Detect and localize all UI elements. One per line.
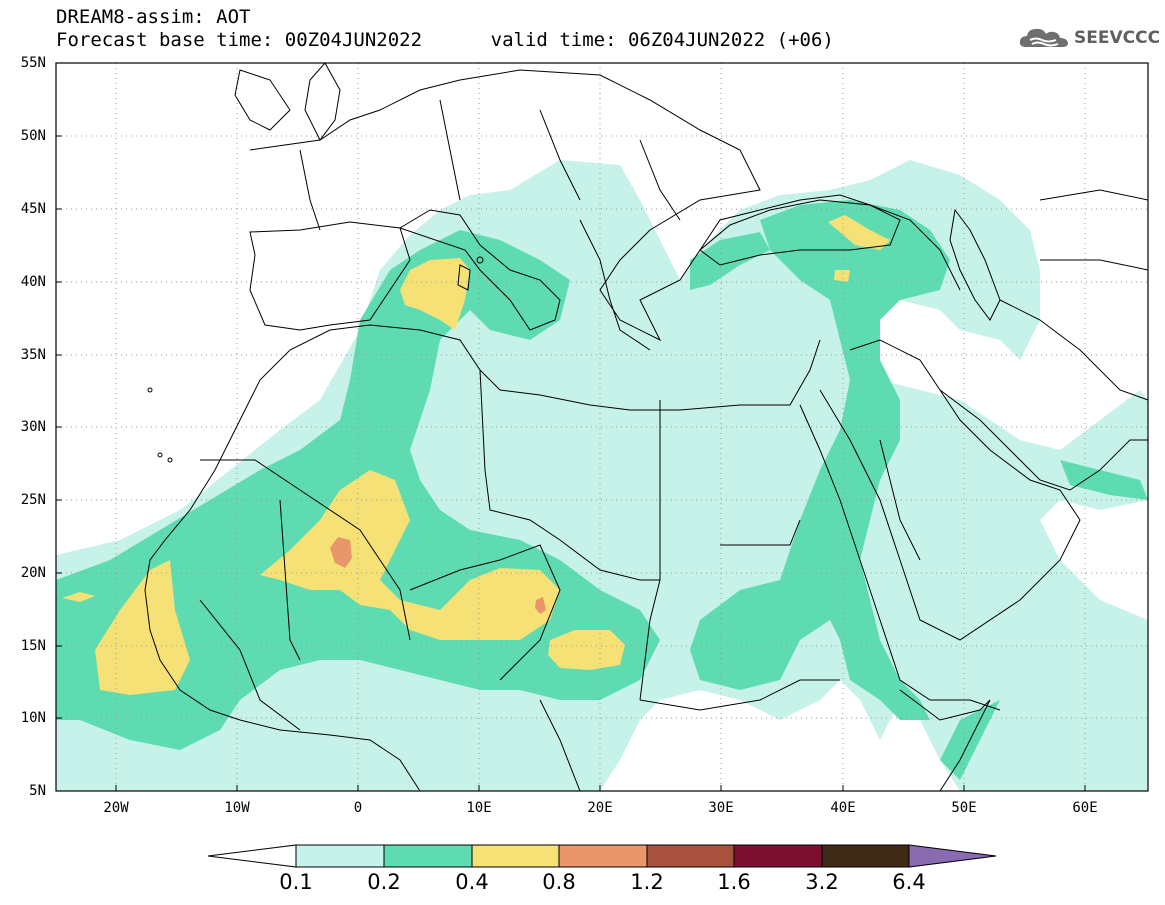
map-title: DREAM8-assim: AOT [56,6,251,28]
lat-label: 20N [20,565,46,581]
lon-label: 40E [830,800,856,816]
lat-label: 5N [29,783,46,799]
colorbar-label: 0.4 [455,870,489,894]
lon-label: 50E [951,800,977,816]
colorbar-label: 0.2 [367,870,401,894]
lat-label: 10N [20,710,46,726]
colorbar-under [207,844,297,868]
lat-label: 40N [20,274,46,290]
colorbar-label: 1.2 [630,870,664,894]
lon-label: 20W [103,800,129,816]
colorbar-over [908,844,997,868]
lon-label: 10E [466,800,492,816]
lon-label: 10W [224,800,250,816]
lat-label: 35N [20,347,46,363]
lat-label: 25N [20,492,46,508]
colorbar-label: 0.8 [542,870,576,894]
coastlines-borders [144,63,1148,791]
logo-text: SEEVCCC [1074,28,1161,48]
graticule [56,63,1148,791]
lat-label: 15N [20,638,46,654]
colorbar-bin-6 [733,844,823,868]
lon-label: 60E [1072,800,1098,816]
colorbar-bin-1 [295,844,385,868]
axis-ticks [56,62,1086,792]
lon-label: 0 [353,800,363,816]
colorbar-label: 0.1 [279,870,313,894]
colorbar [207,844,997,868]
lat-label: 30N [20,419,46,435]
lat-label: 55N [20,55,46,71]
colorbar-bin-5 [646,844,735,868]
colorbar-bin-2 [383,844,473,868]
lat-label: 45N [20,201,46,217]
colorbar-label: 6.4 [892,870,926,894]
colorbar-label: 3.2 [805,870,839,894]
colorbar-bin-7 [821,844,910,868]
colorbar-label: 1.6 [717,870,751,894]
cloud-icon [1019,28,1068,47]
lon-label: 20E [587,800,613,816]
colorbar-bin-4 [558,844,648,868]
map-subtitle-times: Forecast base time: 00Z04JUN2022 valid t… [56,29,834,51]
colorbar-bin-3 [471,844,560,868]
seevccc-logo: SEEVCCC [1018,24,1160,52]
aot-field [56,160,1148,791]
lat-label: 50N [20,128,46,144]
lon-label: 30E [708,800,734,816]
